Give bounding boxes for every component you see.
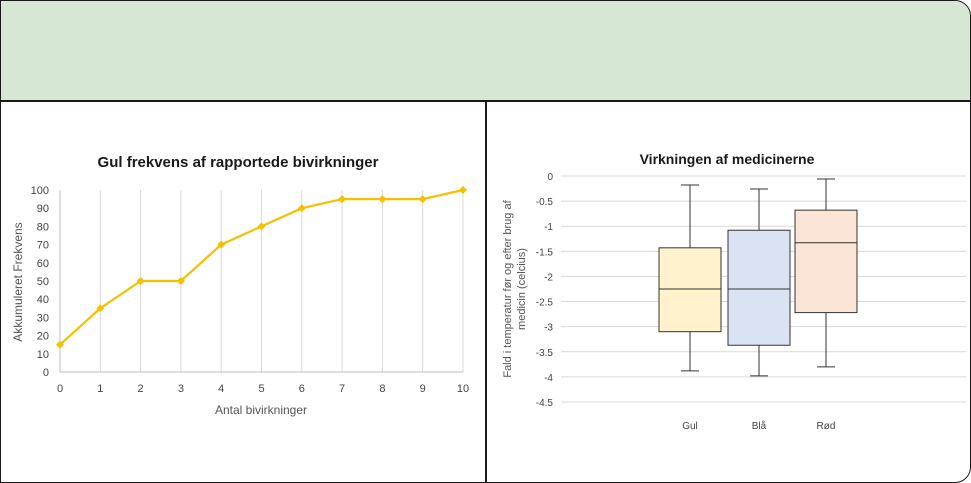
- line-chart-y-tick-label: 10: [37, 349, 49, 361]
- line-chart-point: [378, 195, 387, 204]
- line-chart-point: [56, 340, 64, 349]
- box-chart-category-label: Rød: [817, 421, 836, 432]
- box-chart-y-tick-label: -0.5: [536, 197, 554, 208]
- box-chart-category-label: Gul: [682, 421, 698, 432]
- line-chart-y-tick-label: 0: [43, 367, 49, 379]
- line-chart-x-tick-label: 8: [379, 383, 385, 395]
- line-chart-x-axis-label: Antal bivirkninger: [215, 403, 307, 417]
- box-body: [658, 247, 722, 333]
- line-chart-y-tick-label: 50: [37, 276, 49, 288]
- line-chart-x-tick-label: 3: [178, 383, 184, 395]
- line-chart-x-tick-label: 0: [57, 383, 63, 395]
- box-chart-y-tick-label: -4: [544, 373, 553, 384]
- box-chart-y-axis-label-line: Fald i temperatur før og efter brug af: [502, 199, 514, 377]
- line-chart-y-tick-label: 100: [31, 185, 49, 197]
- box-chart-y-tick-label: -1.5: [536, 247, 554, 258]
- line-chart-y-tick-label: 80: [37, 221, 49, 233]
- line-chart-x-tick-label: 5: [258, 383, 264, 395]
- box-chart-category-label: Blå: [752, 420, 767, 432]
- box-chart-y-tick-label: -2.5: [536, 298, 554, 309]
- box-chart-y-tick-label: -4.5: [536, 398, 554, 409]
- box-body: [727, 229, 791, 346]
- line-chart-point: [136, 277, 145, 285]
- line-chart-y-tick-label: 40: [37, 294, 49, 306]
- box-chart: Virkningen af medicinerne 0 -0.5 -1 -1.5 -2 -…: [502, 151, 966, 432]
- line-chart-x-tick-label: 1: [97, 383, 103, 395]
- line-chart-y-tick-label: 90: [37, 203, 49, 215]
- line-chart-point: [217, 240, 226, 249]
- header-banner: [1, 1, 970, 102]
- line-chart: Gul frekvens af rapportede bivirkninger …: [11, 154, 469, 417]
- box-chart-y-tick-label: -3.5: [536, 348, 554, 359]
- box-chart-y-axis-label: Fald i temperatur før og efter brug af me…: [502, 199, 528, 377]
- line-chart-y-tick-label: 30: [37, 312, 49, 324]
- line-chart-title: Gul frekvens af rapportede bivirkninger: [98, 154, 379, 171]
- line-chart-point: [338, 195, 347, 204]
- line-chart-x-tick-label: 2: [138, 383, 144, 395]
- line-chart-plot: 0 10 20 30 40 50 60 70 80 90 100 0 1 2 3 4 5 6 7 8 9 10: [31, 185, 469, 395]
- box-chart-plot: 0 -0.5 -1 -1.5 -2 -2.5 -3 -3.5 -4 -4.5 Gul Blå Rød Fa…: [502, 172, 966, 432]
- line-chart-x-tick-label: 4: [218, 383, 224, 395]
- line-chart-x-tick-label: 10: [457, 383, 469, 395]
- line-chart-y-tick-label: 70: [37, 240, 49, 252]
- box-chart-y-tick-label: -1: [544, 222, 553, 233]
- box-chart-y-tick-label: -3: [544, 323, 553, 334]
- line-chart-point: [96, 304, 105, 313]
- line-chart-x-tick-label: 7: [339, 383, 345, 395]
- line-chart-y-axis-label: Akkumuleret Frekvens: [11, 222, 25, 341]
- box-chart-y-tick-label: 0: [547, 172, 553, 183]
- panel-divider: [485, 101, 487, 482]
- line-chart-point: [257, 222, 266, 231]
- line-chart-point: [459, 186, 467, 194]
- box-chart-y-axis-label-line: medicin (celcius): [516, 248, 528, 330]
- line-chart-point: [418, 195, 427, 204]
- line-chart-point: [297, 204, 306, 213]
- line-chart-point: [176, 277, 185, 285]
- box-chart-y-tick-label: -2: [544, 272, 553, 283]
- line-chart-y-tick-label: 60: [37, 258, 49, 270]
- line-chart-y-tick-label: 20: [37, 331, 49, 343]
- box-chart-title: Virkningen af medicinerne: [640, 151, 815, 167]
- line-chart-x-tick-label: 6: [299, 383, 305, 395]
- line-chart-x-tick-label: 9: [420, 383, 426, 395]
- box-body: [794, 209, 858, 314]
